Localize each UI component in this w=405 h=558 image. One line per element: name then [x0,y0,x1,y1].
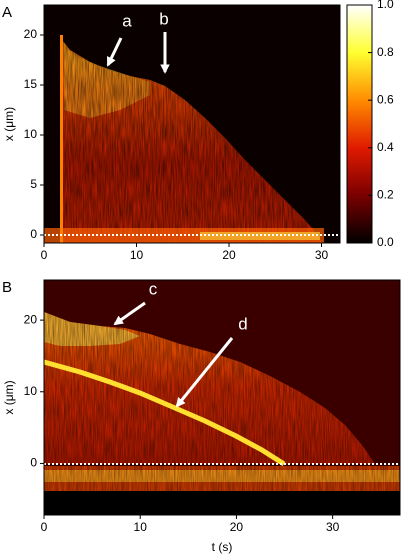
annotation: b [159,9,168,28]
colorbar-tick-label: 0.2 [377,188,394,202]
y-axis-label: x (μm) [2,107,16,141]
y-tick-label: 20 [24,27,38,41]
annotation-arrow [106,37,123,67]
kymograph-a [44,5,340,243]
y-tick-label: 0 [30,227,37,241]
x-tick-label: 30 [315,248,329,262]
annotation: d [238,314,247,333]
annotation: c [149,279,158,298]
colorbar-tick-label: 0.8 [377,45,394,59]
x-tick-label: 20 [222,248,236,262]
y-tick-label: 15 [24,77,38,91]
x-axis-label: t (s) [212,540,233,554]
y-tick-label: 10 [24,127,38,141]
colorbar-tick-label: 1.0 [377,0,394,11]
colorbar-tick-label: 0.6 [377,92,394,106]
colorbar [346,4,373,244]
panel-label: A [2,4,12,21]
kymograph-b [44,280,400,515]
x-tick-label: 20 [230,520,244,534]
y-tick-label: 5 [30,177,37,191]
x-tick-label: 10 [130,248,144,262]
y-tick-label: 10 [24,384,38,398]
panel-label: B [2,279,12,296]
plot-frame [43,279,401,516]
x-tick-label: 30 [326,520,340,534]
colorbar-tick-label: 0.0 [377,235,394,249]
x-tick-label: 10 [134,520,148,534]
annotation-arrow [113,301,146,326]
annotation: a [122,11,132,30]
plot-frame [43,4,341,244]
y-tick-label: 20 [24,312,38,326]
y-tick-label: 0 [30,456,37,470]
colorbar-tick-label: 0.4 [377,140,394,154]
x-tick-label: 0 [41,520,48,534]
y-axis-label: x (μm) [2,380,16,414]
annotation-arrow [175,337,234,408]
x-tick-label: 0 [41,248,48,262]
